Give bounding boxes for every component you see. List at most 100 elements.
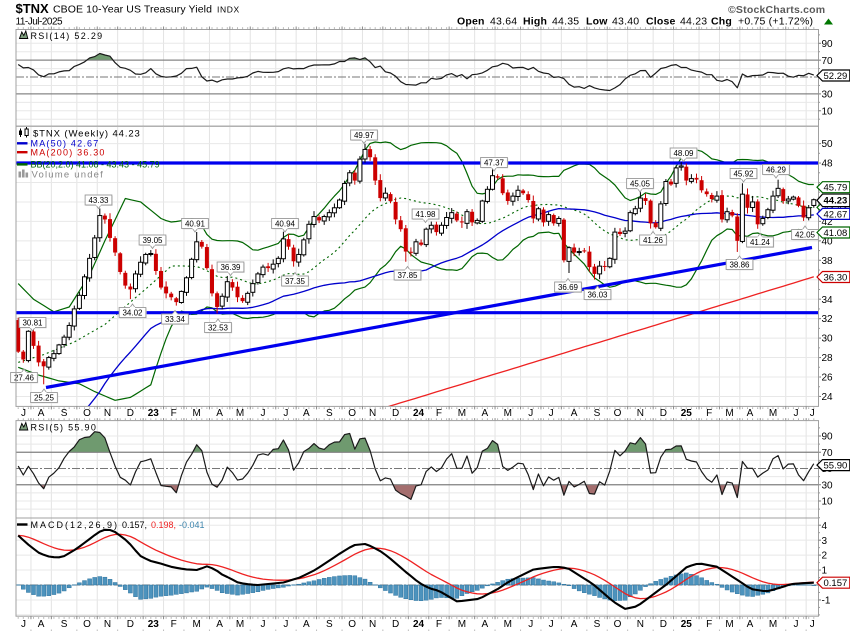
svg-text:30: 30 — [822, 90, 834, 101]
svg-text:J: J — [283, 619, 288, 630]
svg-text:40: 40 — [822, 236, 834, 247]
svg-text:70: 70 — [822, 448, 834, 459]
svg-text:37.85: 37.85 — [397, 271, 418, 280]
svg-text:42.05: 42.05 — [795, 231, 816, 240]
svg-text:40.94: 40.94 — [275, 220, 296, 229]
svg-text:J: J — [794, 619, 799, 630]
svg-text:24: 24 — [413, 408, 425, 419]
svg-text:O: O — [348, 408, 356, 419]
svg-text:+0.75 (+1.72%): +0.75 (+1.72%) — [738, 16, 813, 28]
svg-text:41.98: 41.98 — [415, 210, 436, 219]
svg-text:37.35: 37.35 — [285, 277, 306, 286]
svg-text:25: 25 — [681, 619, 693, 630]
svg-text:36.69: 36.69 — [558, 283, 579, 292]
svg-text:44.35: 44.35 — [552, 16, 579, 28]
svg-text:D: D — [392, 408, 399, 419]
svg-text:J: J — [21, 408, 26, 419]
svg-text:J: J — [794, 408, 799, 419]
svg-text:-1: -1 — [822, 596, 831, 607]
svg-text:3: 3 — [822, 536, 828, 547]
svg-text:S: S — [594, 619, 601, 630]
svg-text:32: 32 — [822, 314, 834, 325]
svg-text:S: S — [594, 408, 601, 419]
svg-text:©StockCharts.com: ©StockCharts.com — [728, 4, 825, 16]
svg-text:S: S — [326, 619, 333, 630]
svg-text:J: J — [261, 619, 266, 630]
svg-text:0.198,: 0.198, — [151, 520, 176, 530]
svg-text:10: 10 — [822, 106, 834, 117]
svg-text:N: N — [104, 619, 111, 630]
svg-text:F: F — [436, 408, 442, 419]
svg-text:M: M — [236, 408, 244, 419]
svg-text:41.08: 41.08 — [824, 228, 848, 239]
svg-text:M: M — [458, 408, 466, 419]
svg-text:11-Jul-2025: 11-Jul-2025 — [16, 17, 64, 28]
svg-text:2: 2 — [822, 551, 828, 562]
svg-text:N: N — [369, 619, 376, 630]
svg-text:-0.041: -0.041 — [179, 520, 205, 530]
svg-text:23: 23 — [148, 408, 160, 419]
svg-text:MA(200) 36.30: MA(200) 36.30 — [31, 147, 106, 157]
svg-text:52.29: 52.29 — [824, 71, 848, 82]
svg-text:D: D — [660, 619, 667, 630]
svg-text:High: High — [523, 16, 547, 28]
svg-text:55.90: 55.90 — [824, 461, 848, 472]
svg-text:J: J — [21, 619, 26, 630]
svg-text:Low: Low — [586, 16, 608, 28]
svg-text:M: M — [504, 408, 512, 419]
svg-text:44.23: 44.23 — [824, 196, 848, 207]
svg-text:44.23: 44.23 — [680, 16, 707, 28]
svg-text:O: O — [614, 619, 622, 630]
svg-text:INDX: INDX — [217, 5, 240, 15]
svg-text:43.64: 43.64 — [490, 16, 517, 28]
svg-text:F: F — [706, 619, 712, 630]
svg-text:RSI(14) 52.29: RSI(14) 52.29 — [31, 31, 104, 41]
svg-text:32.53: 32.53 — [208, 324, 229, 333]
svg-text:J: J — [810, 619, 815, 630]
svg-text:41.26: 41.26 — [643, 236, 664, 245]
svg-text:M: M — [769, 408, 777, 419]
svg-text:M: M — [725, 408, 733, 419]
svg-text:43.40: 43.40 — [612, 16, 639, 28]
svg-text:O: O — [348, 619, 356, 630]
svg-text:A: A — [303, 619, 310, 630]
svg-text:42: 42 — [822, 217, 834, 228]
svg-text:M: M — [769, 619, 777, 630]
svg-text:A: A — [38, 619, 45, 630]
svg-text:27.46: 27.46 — [14, 374, 35, 383]
svg-text:A: A — [571, 408, 578, 419]
svg-text:Open: Open — [457, 16, 485, 28]
svg-text:34: 34 — [822, 295, 834, 306]
svg-text:Chg: Chg — [711, 16, 732, 28]
svg-text:O: O — [614, 408, 622, 419]
svg-text:34.02: 34.02 — [122, 309, 143, 318]
svg-text:Close: Close — [646, 16, 676, 28]
svg-text:MA(50) 42.67: MA(50) 42.67 — [31, 139, 100, 149]
svg-text:1: 1 — [822, 566, 828, 577]
svg-text:N: N — [369, 408, 376, 419]
svg-text:J: J — [261, 408, 266, 419]
svg-text:46.29: 46.29 — [766, 166, 787, 175]
svg-text:28: 28 — [822, 353, 834, 364]
svg-text:F: F — [436, 619, 442, 630]
svg-text:25.25: 25.25 — [34, 394, 55, 403]
svg-text:70: 70 — [822, 56, 834, 67]
svg-text:24: 24 — [413, 619, 425, 630]
svg-text:M: M — [458, 619, 466, 630]
svg-text:38.86: 38.86 — [729, 261, 750, 270]
svg-text:D: D — [660, 408, 667, 419]
svg-text:A: A — [481, 619, 488, 630]
svg-text:S: S — [61, 408, 68, 419]
svg-text:0.157,: 0.157, — [122, 520, 147, 530]
svg-text:50: 50 — [822, 139, 834, 150]
svg-text:90: 90 — [822, 39, 834, 50]
svg-text:45.79: 45.79 — [824, 183, 848, 194]
svg-text:A: A — [38, 408, 45, 419]
svg-text:M: M — [193, 408, 201, 419]
svg-text:M: M — [504, 619, 512, 630]
svg-text:30: 30 — [822, 480, 834, 491]
svg-text:J: J — [549, 619, 554, 630]
svg-text:MACD(12,26,9): MACD(12,26,9) — [31, 520, 120, 530]
svg-text:A: A — [571, 619, 578, 630]
svg-text:M: M — [193, 619, 201, 630]
